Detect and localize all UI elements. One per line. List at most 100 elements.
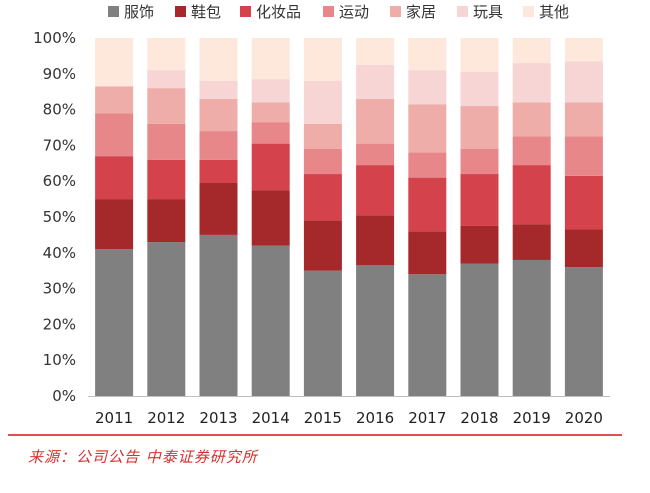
x-tick-label-2014: 2014 xyxy=(252,409,290,427)
bar-2019-series-2 xyxy=(512,224,551,260)
bar-2016-series-6 xyxy=(356,64,395,99)
bar-2020-series-5 xyxy=(564,102,603,137)
y-tick-label-2: 20% xyxy=(43,315,76,333)
bar-2011-series-4 xyxy=(95,113,134,157)
bar-2015-series-6 xyxy=(303,80,342,124)
bars xyxy=(95,38,603,396)
bar-2012-series-5 xyxy=(147,88,186,124)
bar-2018-series-3 xyxy=(460,174,499,226)
bar-2012-series-2 xyxy=(147,199,186,243)
x-tick-label-2015: 2015 xyxy=(304,409,342,427)
bar-2012-series-7 xyxy=(147,38,186,71)
x-tick-label-2012: 2012 xyxy=(147,409,185,427)
legend-swatch-1 xyxy=(108,6,119,17)
bar-2017-series-1 xyxy=(408,274,447,396)
bar-2015-series-4 xyxy=(303,148,342,175)
y-tick-label-3: 30% xyxy=(43,280,76,298)
bar-2013-series-4 xyxy=(199,131,238,160)
bar-2016-series-4 xyxy=(356,143,395,166)
bar-2017-series-3 xyxy=(408,177,447,232)
bar-2013-series-5 xyxy=(199,98,238,132)
bar-2019-series-7 xyxy=(512,38,551,64)
legend-label-3: 化妆品 xyxy=(256,3,301,21)
bar-2015-series-3 xyxy=(303,174,342,221)
x-tick-label-2013: 2013 xyxy=(199,409,237,427)
y-tick-label-0: 0% xyxy=(52,387,76,405)
bar-2020-series-2 xyxy=(564,229,603,268)
x-tick-label-2018: 2018 xyxy=(460,409,498,427)
x-tick-label-2016: 2016 xyxy=(356,409,394,427)
bar-2018-series-4 xyxy=(460,148,499,175)
x-axis: 2011 2012 2013 2014 2015 2016 2017 2018 2019 2020 xyxy=(88,396,610,427)
bar-2020-series-4 xyxy=(564,136,603,176)
bar-2019-series-6 xyxy=(512,63,551,103)
bar-2019-series-1 xyxy=(512,259,551,396)
legend-label-7: 其他 xyxy=(539,3,569,21)
x-tick-label-2017: 2017 xyxy=(408,409,446,427)
bar-2017-series-7 xyxy=(408,38,447,71)
bar-2016-series-5 xyxy=(356,98,395,144)
bar-2014-series-5 xyxy=(251,102,290,123)
bar-2011-series-7 xyxy=(95,38,134,87)
bar-2020-series-6 xyxy=(564,61,603,103)
bar-2015-series-7 xyxy=(303,38,342,81)
bar-2017-series-6 xyxy=(408,70,447,105)
bar-2011-series-2 xyxy=(95,199,134,250)
x-tick-label-2020: 2020 xyxy=(565,409,603,427)
bar-2013-series-6 xyxy=(199,80,238,99)
legend-label-6: 玩具 xyxy=(473,3,503,21)
bar-2015-series-5 xyxy=(303,123,342,149)
bar-2011-series-3 xyxy=(95,156,134,200)
legend-swatch-2 xyxy=(175,6,186,17)
bar-2019-series-4 xyxy=(512,136,551,166)
bar-2016-series-7 xyxy=(356,38,395,65)
bar-2011-series-5 xyxy=(95,86,134,114)
bar-2017-series-5 xyxy=(408,104,447,153)
legend-swatch-4 xyxy=(323,6,334,17)
y-tick-label-10: 100% xyxy=(33,29,76,47)
legend-swatch-5 xyxy=(390,6,401,17)
bar-2014-series-3 xyxy=(251,143,290,191)
bar-2016-series-2 xyxy=(356,215,395,266)
legend: 服饰 鞋包 化妆品 运动 家居 玩具 其他 xyxy=(108,3,569,21)
bar-2019-series-5 xyxy=(512,102,551,137)
y-tick-label-1: 10% xyxy=(43,351,76,369)
y-axis: 0% 10% 20% 30% 40% 50% 60% 70% 80% 90% 100% xyxy=(33,29,76,405)
bar-2012-series-1 xyxy=(147,242,186,396)
bar-2015-series-1 xyxy=(303,270,342,396)
y-tick-label-4: 40% xyxy=(43,244,76,262)
bar-2011-series-1 xyxy=(95,249,134,396)
bar-2013-series-7 xyxy=(199,38,238,81)
y-tick-label-6: 60% xyxy=(43,172,76,190)
legend-swatch-3 xyxy=(240,6,251,17)
bar-2012-series-4 xyxy=(147,123,186,160)
legend-label-5: 家居 xyxy=(406,3,436,21)
bar-2019-series-3 xyxy=(512,165,551,225)
bar-2016-series-1 xyxy=(356,265,395,396)
bar-2018-series-7 xyxy=(460,38,499,73)
source-note: 来源：公司公告 中泰证券研究所 xyxy=(28,448,258,466)
y-tick-label-5: 50% xyxy=(43,208,76,226)
legend-swatch-7 xyxy=(523,6,534,17)
bar-2014-series-4 xyxy=(251,122,290,144)
bar-2014-series-2 xyxy=(251,190,290,246)
bar-2015-series-2 xyxy=(303,220,342,271)
bar-2017-series-4 xyxy=(408,152,447,178)
bar-2013-series-2 xyxy=(199,182,238,235)
bar-2013-series-3 xyxy=(199,159,238,183)
bar-2020-series-3 xyxy=(564,175,603,230)
bar-2018-series-5 xyxy=(460,106,499,149)
bar-2020-series-1 xyxy=(564,267,603,396)
y-tick-label-7: 70% xyxy=(43,136,76,154)
bar-2012-series-3 xyxy=(147,159,186,200)
bar-2016-series-3 xyxy=(356,165,395,216)
bar-2014-series-6 xyxy=(251,79,290,103)
y-tick-label-9: 90% xyxy=(43,65,76,83)
legend-label-4: 运动 xyxy=(339,3,369,21)
bar-2014-series-1 xyxy=(251,245,290,396)
bar-2020-series-7 xyxy=(564,38,603,62)
x-tick-label-2019: 2019 xyxy=(513,409,551,427)
bar-2018-series-2 xyxy=(460,225,499,264)
legend-swatch-6 xyxy=(457,6,468,17)
